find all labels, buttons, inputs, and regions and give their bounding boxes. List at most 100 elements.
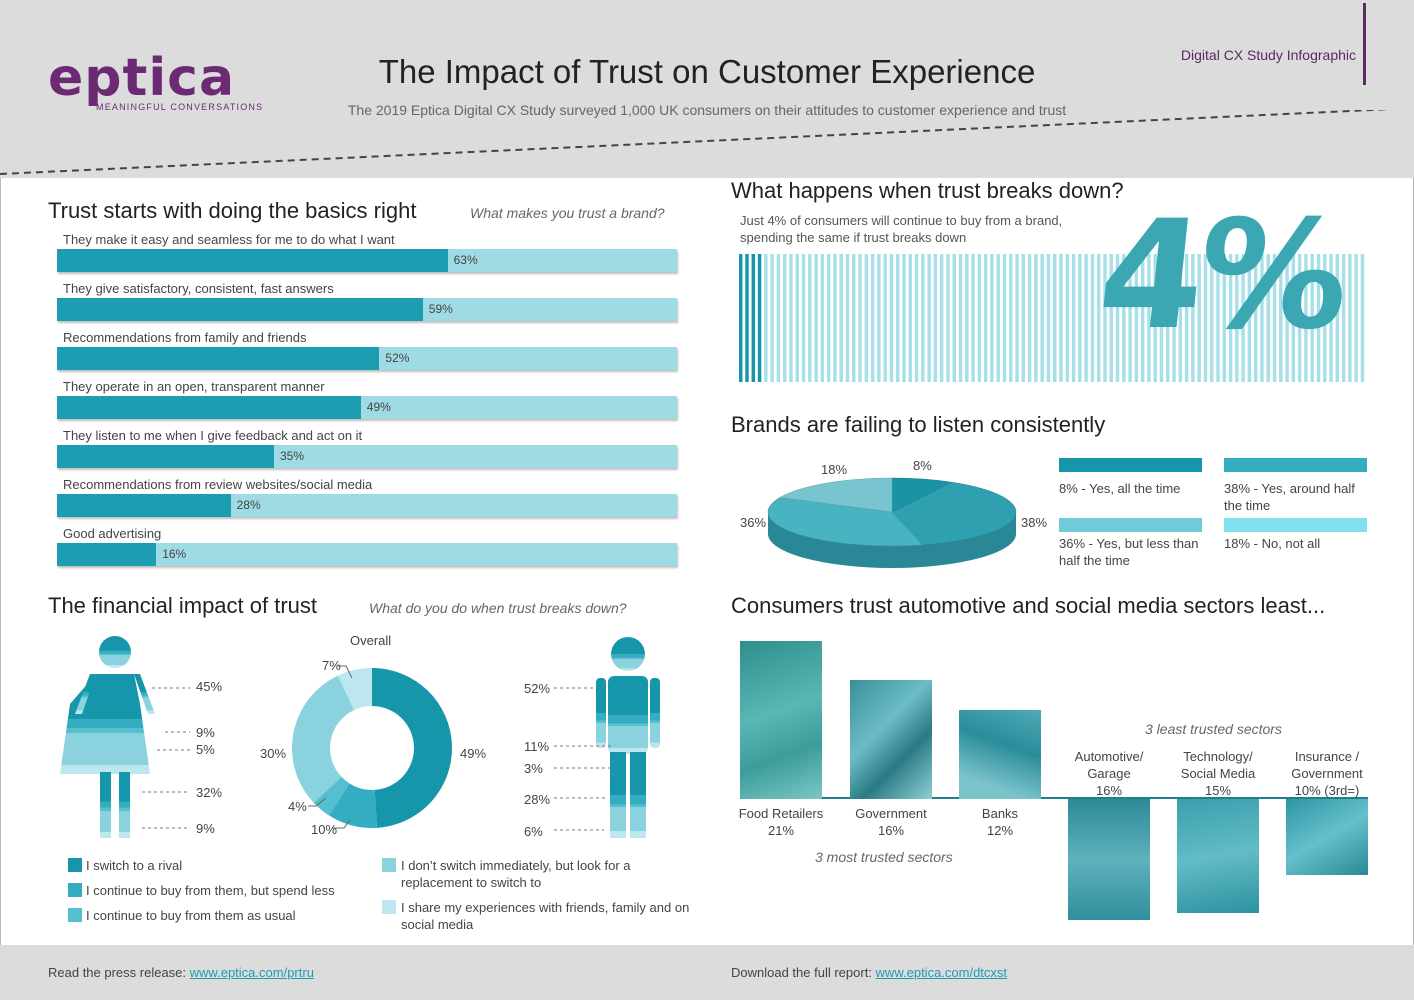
stripe [996, 254, 1000, 382]
listen-legend-3: 36% - Yes, but less than half the time [1059, 536, 1199, 568]
stripe [1059, 254, 1063, 382]
stripe [921, 254, 925, 382]
stripe [1134, 254, 1139, 382]
trust-bar-track: 52% [57, 347, 677, 370]
stripe [1241, 254, 1245, 382]
study-tag: Digital CX Study Infographic [1180, 47, 1356, 63]
listen-title: Brands are failing to listen consistentl… [731, 412, 1106, 437]
female-value-look-replacement: 32% [196, 785, 223, 800]
listen-pie-chart [767, 477, 1017, 568]
stripe [1178, 254, 1183, 382]
legend-rival: I switch to a rival [86, 858, 183, 873]
stripe [1216, 254, 1220, 382]
sector-insurance-name: Insurance / Government [1291, 749, 1363, 781]
stripe [896, 254, 900, 382]
listen-legend-swatch-3 [1059, 518, 1202, 532]
trust-bar-label: Good advertising [63, 526, 162, 541]
financial-question: What do you do when trust breaks down? [369, 600, 627, 616]
stripe [1360, 254, 1365, 382]
stripe [845, 254, 850, 382]
sector-automotive-name: Automotive/ Garage [1074, 749, 1144, 781]
footer-press-label: Read the press release: [48, 965, 187, 980]
trust-bar-value: 59% [428, 302, 453, 316]
stripe [927, 254, 931, 382]
listen-legend-1: 8% - Yes, all the time [1059, 481, 1181, 496]
stripe [858, 254, 862, 382]
trust-bar-value: 52% [385, 351, 410, 365]
trust-basics-title: Trust starts with doing the basics right [48, 198, 417, 223]
stripe [965, 254, 969, 382]
stripe [1166, 254, 1170, 382]
full-report-link[interactable]: www.eptica.com/dtcxst [875, 965, 1008, 980]
listen-legend-4: 18% - No, not all [1224, 536, 1321, 551]
stripe [1329, 254, 1333, 382]
stripe [814, 254, 818, 382]
trust-bar [57, 445, 274, 468]
sectors-baseline [740, 797, 1368, 799]
stripe [864, 254, 869, 382]
male-value-share-experience: 6% [524, 824, 543, 839]
press-release-link[interactable]: www.eptica.com/prtru [189, 965, 314, 980]
stripe [782, 254, 787, 382]
stripe [889, 254, 894, 382]
stripe [1071, 254, 1076, 382]
trust-bar [57, 543, 157, 566]
stripe [1021, 254, 1026, 382]
breakdown-title: What happens when trust breaks down? [731, 178, 1124, 203]
stripe [1096, 254, 1101, 382]
legend-swatch-spend-less [68, 883, 82, 897]
legend-share-experience: I share my experiences with friends, fam… [401, 900, 690, 932]
stripe-highlight [751, 254, 756, 382]
sector-automotive-label: Automotive/ Garage 16% [1064, 748, 1154, 799]
stripe [1184, 254, 1189, 382]
trust-bar-value: 35% [280, 449, 305, 463]
stripe [1297, 254, 1302, 382]
stripe [1002, 254, 1007, 382]
study-tag-bar [1363, 3, 1366, 85]
stripe [908, 254, 913, 382]
stripe [1260, 254, 1264, 382]
overall-value-rival: 49% [460, 746, 487, 761]
sector-food-retailers-name: Food Retailers [738, 806, 824, 821]
stripe-highlight [757, 254, 762, 382]
stripe [1323, 254, 1327, 382]
sector-bar-food-retailers [740, 641, 822, 799]
pie-slice-less-than-half [767, 497, 924, 547]
legend-swatch-rival [68, 858, 82, 872]
legend-swatch-look-replacement [382, 858, 396, 872]
listen-legend-swatch-1 [1059, 458, 1202, 472]
stripe [1109, 254, 1113, 382]
trust-bar-label: They operate in an open, transparent man… [63, 379, 325, 394]
listen-legend-swatch-4 [1224, 518, 1367, 532]
sector-government-value: 16% [877, 823, 905, 838]
female-value-spend-less: 9% [196, 725, 215, 740]
trust-bar-track: 28% [57, 494, 677, 517]
stripe [1009, 254, 1013, 382]
eptica-logo: eptica MEANINGFUL CONVERSATIONS [48, 52, 263, 112]
pie-label-not-at-all: 18% [821, 462, 848, 477]
trust-bar [57, 494, 231, 517]
stripe [852, 254, 856, 382]
stripe [1128, 254, 1132, 382]
stripe [1122, 254, 1126, 382]
stripe [933, 254, 938, 382]
stripe [1197, 254, 1201, 382]
stripe [1228, 254, 1233, 382]
stripe [952, 254, 956, 382]
pie-slice-half-time [891, 481, 1017, 546]
trust-bar-label: They give satisfactory, consistent, fast… [63, 281, 334, 296]
stripe [877, 254, 881, 382]
stripe [1247, 254, 1252, 382]
financial-title: The financial impact of trust [48, 593, 318, 618]
header-dashed-divider [0, 110, 1414, 178]
sector-technology-name: Technology/ Social Media [1180, 749, 1256, 781]
stripe [977, 254, 982, 382]
pie-label-less-than-half: 36% [740, 515, 767, 530]
donut-slice-as-usual [313, 776, 350, 816]
sector-bar-government [850, 680, 932, 799]
sector-government-label: Government 16% [841, 805, 941, 839]
legend-spend-less: I continue to buy from them, but spend l… [86, 883, 335, 898]
sector-banks-name: Banks [981, 806, 1019, 821]
most-trusted-caption: 3 most trusted sectors [815, 849, 953, 865]
overall-leader-lines [308, 665, 353, 829]
